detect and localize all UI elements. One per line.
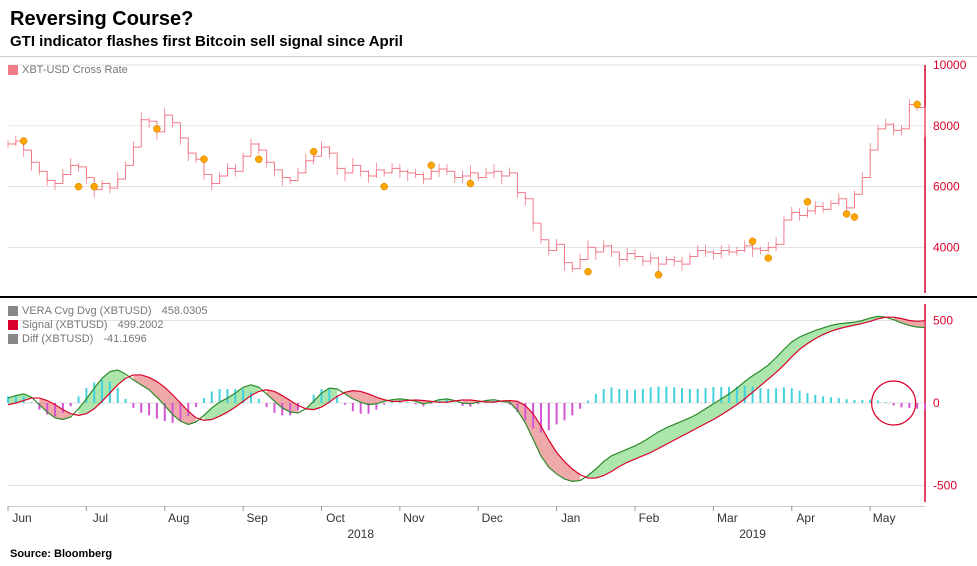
svg-text:Sep: Sep bbox=[246, 511, 268, 525]
svg-text:4000: 4000 bbox=[933, 240, 960, 254]
x-axis-svg: Jun Jul Aug Sep Oct Nov Dec Jan Feb Mar Apr May 2018… bbox=[0, 506, 977, 542]
chart-title: Reversing Course? bbox=[0, 0, 977, 33]
svg-text:Jun: Jun bbox=[12, 511, 31, 525]
svg-text:Jul: Jul bbox=[93, 511, 108, 525]
indicator-legend-value: 499.2002 bbox=[118, 318, 164, 332]
indicator-legend-value: -41.1696 bbox=[103, 332, 146, 346]
svg-text:-500: -500 bbox=[933, 479, 957, 493]
svg-text:500: 500 bbox=[933, 314, 953, 328]
price-legend-swatch bbox=[8, 65, 18, 75]
indicator-legend-label: VERA Cvg Dvg (XBTUSD) bbox=[22, 304, 152, 318]
svg-text:May: May bbox=[873, 511, 896, 525]
svg-text:Apr: Apr bbox=[796, 511, 815, 525]
chart-subtitle: GTI indicator flashes first Bitcoin sell… bbox=[0, 33, 977, 56]
svg-text:Jan: Jan bbox=[561, 511, 580, 525]
price-chart-svg: 4000 6000 8000 10000 bbox=[0, 57, 977, 297]
indicator-legend-swatch bbox=[8, 320, 18, 330]
indicator-legend-swatch bbox=[8, 306, 18, 316]
indicator-legend-label: Diff (XBTUSD) bbox=[22, 332, 93, 346]
svg-text:6000: 6000 bbox=[933, 180, 960, 194]
svg-text:Mar: Mar bbox=[717, 511, 738, 525]
indicator-legend-swatch bbox=[8, 334, 18, 344]
svg-text:8000: 8000 bbox=[933, 119, 960, 133]
x-axis-area: Jun Jul Aug Sep Oct Nov Dec Jan Feb Mar Apr May 2018… bbox=[0, 506, 977, 542]
svg-text:Aug: Aug bbox=[168, 511, 189, 525]
price-legend: XBT-USD Cross Rate bbox=[8, 63, 128, 77]
indicator-legend-label: Signal (XBTUSD) bbox=[22, 318, 108, 332]
svg-text:2018: 2018 bbox=[347, 527, 374, 541]
indicator-legend: VERA Cvg Dvg (XBTUSD) 458.0305 Signal (XBT… bbox=[8, 304, 207, 346]
svg-text:10000: 10000 bbox=[933, 58, 967, 72]
svg-text:Feb: Feb bbox=[639, 511, 660, 525]
indicator-panel: VERA Cvg Dvg (XBTUSD) 458.0305 Signal (XBT… bbox=[0, 296, 977, 506]
price-panel: XBT-USD Cross Rate 4000 6000 8000 10000 bbox=[0, 56, 977, 296]
svg-text:0: 0 bbox=[933, 396, 940, 410]
svg-text:Oct: Oct bbox=[326, 511, 345, 525]
chart-area: XBT-USD Cross Rate 4000 6000 8000 10000 VER… bbox=[0, 56, 977, 542]
price-legend-label: XBT-USD Cross Rate bbox=[22, 63, 128, 77]
chart-source: Source: Bloomberg bbox=[0, 542, 977, 566]
indicator-legend-value: 458.0305 bbox=[162, 304, 208, 318]
svg-text:Dec: Dec bbox=[482, 511, 503, 525]
svg-text:Nov: Nov bbox=[403, 511, 424, 525]
svg-text:2019: 2019 bbox=[739, 527, 766, 541]
